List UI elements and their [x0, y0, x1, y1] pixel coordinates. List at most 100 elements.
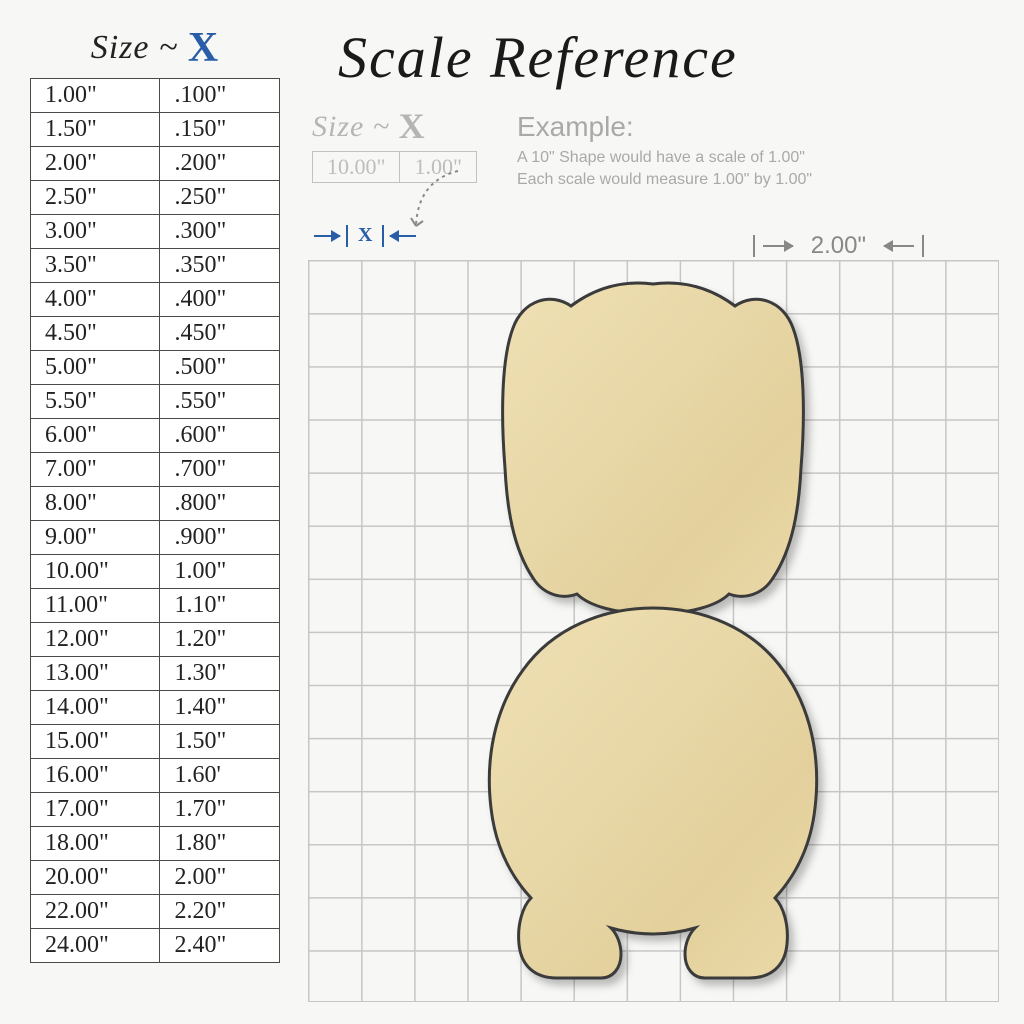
scale-cell: .700"	[160, 453, 280, 487]
size-cell: 6.00"	[31, 419, 160, 453]
scale-cell: .250"	[160, 181, 280, 215]
size-cell: 18.00"	[31, 827, 160, 861]
table-row: 1.50".150"	[31, 113, 280, 147]
x-unit-indicator: X	[314, 224, 416, 247]
scale-cell: 1.60'	[160, 759, 280, 793]
table-row: 6.00".600"	[31, 419, 280, 453]
example-block: Example: A 10" Shape would have a scale …	[517, 111, 812, 190]
size-cell: 5.00"	[31, 351, 160, 385]
size-cell: 24.00"	[31, 929, 160, 963]
scale-cell: .350"	[160, 249, 280, 283]
mini-size-header: Size ~ X	[312, 105, 477, 147]
size-header-x: X	[188, 25, 219, 71]
table-row: 12.00"1.20"	[31, 623, 280, 657]
scale-cell: 1.70"	[160, 793, 280, 827]
scale-cell: .550"	[160, 385, 280, 419]
size-cell: 20.00"	[31, 861, 160, 895]
mini-header-x: X	[399, 106, 426, 146]
scale-cell: 1.10"	[160, 589, 280, 623]
two-inch-indicator: 2.00"	[753, 232, 924, 260]
scale-cell: .200"	[160, 147, 280, 181]
table-row: 1.00".100"	[31, 79, 280, 113]
arrow-left-icon	[884, 245, 914, 247]
size-reference-table: 1.00".100"1.50".150"2.00".200"2.50".250"…	[30, 78, 280, 963]
scale-cell: 1.40"	[160, 691, 280, 725]
size-cell: 14.00"	[31, 691, 160, 725]
dotted-arrow-icon	[408, 166, 468, 236]
table-row: 14.00"1.40"	[31, 691, 280, 725]
table-row: 2.50".250"	[31, 181, 280, 215]
table-row: 3.00".300"	[31, 215, 280, 249]
scale-cell: 2.20"	[160, 895, 280, 929]
scale-cell: .900"	[160, 521, 280, 555]
scale-cell: 2.40"	[160, 929, 280, 963]
table-row: 5.50".550"	[31, 385, 280, 419]
tick-mark	[346, 225, 348, 247]
arrow-right-icon	[314, 235, 340, 237]
scale-cell: .450"	[160, 317, 280, 351]
table-row: 8.00".800"	[31, 487, 280, 521]
arrow-left-icon	[390, 235, 416, 237]
scale-cell: .500"	[160, 351, 280, 385]
mini-header-prefix: Size ~	[312, 110, 399, 143]
page-root: Size ~ X 1.00".100"1.50".150"2.00".200"2…	[0, 0, 1024, 1024]
table-row: 4.00".400"	[31, 283, 280, 317]
scale-cell: .600"	[160, 419, 280, 453]
scale-cell: .300"	[160, 215, 280, 249]
scale-cell: 1.20"	[160, 623, 280, 657]
size-cell: 15.00"	[31, 725, 160, 759]
scale-reference-section: Scale Reference Size ~ X 10.00" 1.00" Ex…	[308, 24, 1004, 1004]
size-cell: 9.00"	[31, 521, 160, 555]
size-cell: 13.00"	[31, 657, 160, 691]
tick-mark	[382, 225, 384, 247]
scale-cell: .800"	[160, 487, 280, 521]
size-cell: 8.00"	[31, 487, 160, 521]
dog-shape-svg	[453, 278, 853, 983]
size-table-section: Size ~ X 1.00".100"1.50".150"2.00".200"2…	[30, 24, 280, 1004]
table-row: 9.00".900"	[31, 521, 280, 555]
table-row: 3.50".350"	[31, 249, 280, 283]
table-row: 17.00"1.70"	[31, 793, 280, 827]
size-cell: 12.00"	[31, 623, 160, 657]
table-row: 24.00"2.40"	[31, 929, 280, 963]
table-row: 4.50".450"	[31, 317, 280, 351]
scale-cell: .400"	[160, 283, 280, 317]
tick-mark	[753, 235, 755, 257]
scale-cell: 2.00"	[160, 861, 280, 895]
example-line-2: Each scale would measure 1.00" by 1.00"	[517, 169, 812, 191]
size-cell: 2.50"	[31, 181, 160, 215]
two-inch-label: 2.00"	[811, 232, 866, 260]
arrow-right-icon	[763, 245, 793, 247]
table-row: 7.00".700"	[31, 453, 280, 487]
example-title: Example:	[517, 111, 812, 143]
x-unit-label: X	[358, 224, 372, 247]
size-cell: 5.50"	[31, 385, 160, 419]
size-cell: 3.50"	[31, 249, 160, 283]
scale-cell: 1.00"	[160, 555, 280, 589]
size-cell: 10.00"	[31, 555, 160, 589]
scale-cell: 1.80"	[160, 827, 280, 861]
scale-cell: .150"	[160, 113, 280, 147]
size-cell: 2.00"	[31, 147, 160, 181]
mini-cell-size: 10.00"	[313, 152, 400, 183]
size-cell: 16.00"	[31, 759, 160, 793]
table-row: 5.00".500"	[31, 351, 280, 385]
size-table-header: Size ~ X	[30, 24, 280, 72]
size-cell: 11.00"	[31, 589, 160, 623]
size-cell: 22.00"	[31, 895, 160, 929]
table-row: 11.00"1.10"	[31, 589, 280, 623]
table-row: 16.00"1.60'	[31, 759, 280, 793]
size-header-prefix: Size ~	[91, 29, 188, 66]
size-cell: 3.00"	[31, 215, 160, 249]
table-row: 15.00"1.50"	[31, 725, 280, 759]
reference-grid	[308, 260, 999, 1002]
scale-cell: 1.50"	[160, 725, 280, 759]
table-row: 2.00".200"	[31, 147, 280, 181]
size-cell: 1.00"	[31, 79, 160, 113]
size-cell: 4.50"	[31, 317, 160, 351]
size-cell: 1.50"	[31, 113, 160, 147]
table-row: 20.00"2.00"	[31, 861, 280, 895]
page-title: Scale Reference	[338, 24, 1004, 91]
example-line-1: A 10" Shape would have a scale of 1.00"	[517, 147, 812, 169]
scale-cell: 1.30"	[160, 657, 280, 691]
